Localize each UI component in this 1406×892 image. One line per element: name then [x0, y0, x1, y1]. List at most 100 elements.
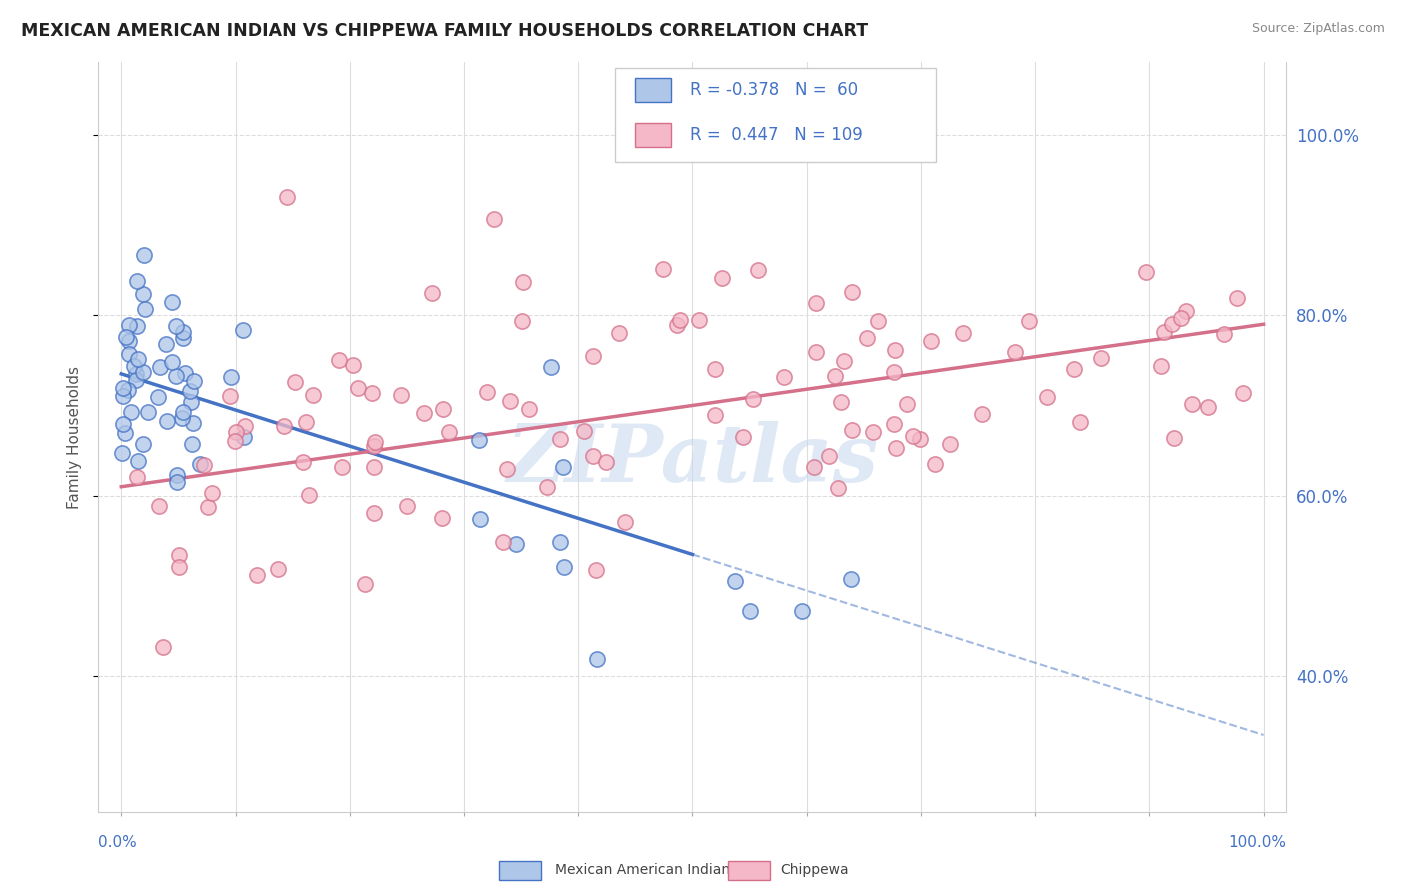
Point: [291, 454, 314, 468]
Point: [127, 454, 149, 468]
Point: [267, 562, 290, 576]
Point: [499, 394, 522, 409]
Point: [148, 499, 170, 513]
Point: [172, 331, 194, 345]
Point: [901, 429, 924, 443]
Point: [298, 488, 321, 502]
Point: [830, 394, 852, 409]
Point: [361, 386, 384, 401]
Point: [862, 425, 884, 440]
Point: [468, 512, 491, 526]
Point: [804, 295, 827, 310]
Point: [124, 373, 146, 387]
Point: [301, 387, 323, 401]
Point: [703, 362, 725, 376]
Point: [585, 652, 607, 666]
Text: ZIPatlas: ZIPatlas: [506, 421, 879, 499]
Point: [395, 499, 418, 513]
Point: [146, 390, 169, 404]
Point: [246, 568, 269, 582]
Point: [136, 405, 159, 419]
Point: [792, 605, 814, 619]
Point: [585, 563, 607, 577]
Point: [740, 604, 762, 618]
Point: [389, 388, 412, 402]
Point: [118, 334, 141, 348]
Point: [115, 330, 138, 344]
Point: [614, 515, 637, 529]
Point: [1150, 359, 1173, 373]
Point: [363, 439, 385, 453]
Point: [1063, 362, 1085, 376]
Point: [364, 434, 387, 449]
Point: [232, 323, 254, 337]
Point: [841, 423, 863, 437]
Point: [219, 389, 242, 403]
Point: [284, 375, 307, 389]
Point: [536, 480, 558, 494]
Text: MEXICAN AMERICAN INDIAN VS CHIPPEWA FAMILY HOUSEHOLDS CORRELATION CHART: MEXICAN AMERICAN INDIAN VS CHIPPEWA FAMI…: [21, 22, 869, 40]
Point: [553, 460, 575, 475]
Point: [224, 434, 246, 449]
Point: [432, 401, 454, 416]
Y-axis label: Family Households: Family Households: [67, 366, 83, 508]
Point: [165, 318, 187, 333]
Point: [125, 470, 148, 484]
Point: [134, 301, 156, 316]
Point: [363, 460, 385, 475]
Point: [328, 353, 350, 368]
Point: [111, 389, 134, 403]
Point: [114, 425, 136, 440]
Point: [132, 286, 155, 301]
Point: [1160, 317, 1182, 331]
Point: [193, 458, 215, 472]
Point: [201, 486, 224, 500]
Point: [669, 313, 692, 327]
Point: [468, 434, 491, 448]
Point: [924, 457, 946, 471]
Point: [832, 353, 855, 368]
Point: [970, 407, 993, 421]
Point: [550, 535, 572, 549]
Point: [430, 511, 453, 525]
Point: [1035, 390, 1057, 404]
Point: [160, 355, 183, 369]
Point: [710, 271, 733, 285]
Point: [841, 572, 863, 586]
Point: [439, 425, 461, 440]
Point: [803, 459, 825, 474]
Point: [353, 577, 375, 591]
Point: [517, 401, 540, 416]
Point: [1213, 326, 1236, 341]
Point: [505, 536, 527, 550]
Point: [413, 406, 436, 420]
Point: [475, 384, 498, 399]
Point: [724, 574, 747, 588]
Point: [117, 383, 139, 397]
Point: [731, 429, 754, 443]
Point: [188, 457, 211, 471]
Point: [127, 351, 149, 366]
FancyBboxPatch shape: [616, 69, 936, 162]
Text: Mexican American Indians: Mexican American Indians: [555, 863, 738, 877]
Point: [896, 397, 918, 411]
Point: [132, 437, 155, 451]
Point: [170, 411, 193, 425]
Point: [607, 326, 630, 340]
Point: [156, 414, 179, 428]
Point: [125, 318, 148, 333]
Point: [162, 294, 184, 309]
Point: [122, 359, 145, 374]
Point: [1197, 400, 1219, 414]
Point: [120, 405, 142, 419]
Point: [173, 367, 195, 381]
Point: [574, 425, 596, 439]
Point: [773, 369, 796, 384]
Point: [908, 432, 931, 446]
Point: [817, 449, 839, 463]
Point: [886, 441, 908, 455]
Point: [172, 405, 194, 419]
Point: [540, 360, 562, 375]
Point: [883, 343, 905, 357]
Text: 100.0%: 100.0%: [1229, 836, 1286, 850]
